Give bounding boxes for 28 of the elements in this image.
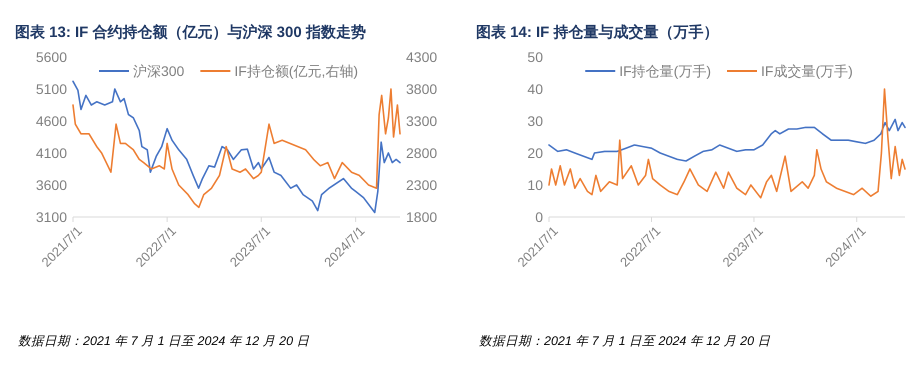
legend-label: 沪深300: [132, 63, 185, 79]
y-tick-label: 20: [527, 145, 544, 161]
y-tick-label: 4100: [36, 145, 68, 161]
line-series: [548, 118, 906, 162]
y-tick-label: 3600: [36, 177, 68, 193]
y2-tick-label: 3300: [406, 113, 438, 129]
y2-tick-label: 2800: [406, 145, 438, 161]
y-tick-label: 10: [527, 177, 544, 193]
y-tick-label: 3100: [36, 209, 68, 225]
legend-label: IF持仓额(亿元,右轴): [234, 63, 358, 79]
y2-tick-label: 1800: [406, 209, 438, 225]
chart-title: 图表 13: IF 合约持仓额（亿元）与沪深 300 指数走势: [15, 23, 366, 41]
y-tick-label: 0: [535, 209, 544, 225]
y-tick-label: 4600: [36, 113, 68, 129]
text: 数据日期：2021 年 7 月 1 日至 2024 年 12 月 20 日: [18, 334, 310, 348]
legend-label: IF持仓量(万手): [619, 63, 711, 79]
y2-tick-label: 2300: [406, 177, 438, 193]
legend-label: IF成交量(万手): [761, 63, 853, 79]
y2-tick-label: 4300: [406, 49, 438, 65]
y-tick-label: 5600: [36, 49, 68, 65]
y-tick-label: 5100: [36, 81, 68, 97]
y-tick-label: 40: [527, 81, 544, 97]
y2-tick-label: 3800: [406, 81, 438, 97]
line-series: [548, 88, 906, 199]
chart-title: 图表 14: IF 持仓量与成交量（万手）: [476, 23, 719, 41]
text: 数据日期：2021 年 7 月 1 日至 2024 年 12 月 20 日: [479, 334, 771, 348]
y-tick-label: 30: [527, 113, 544, 129]
y-tick-label: 50: [527, 49, 544, 65]
